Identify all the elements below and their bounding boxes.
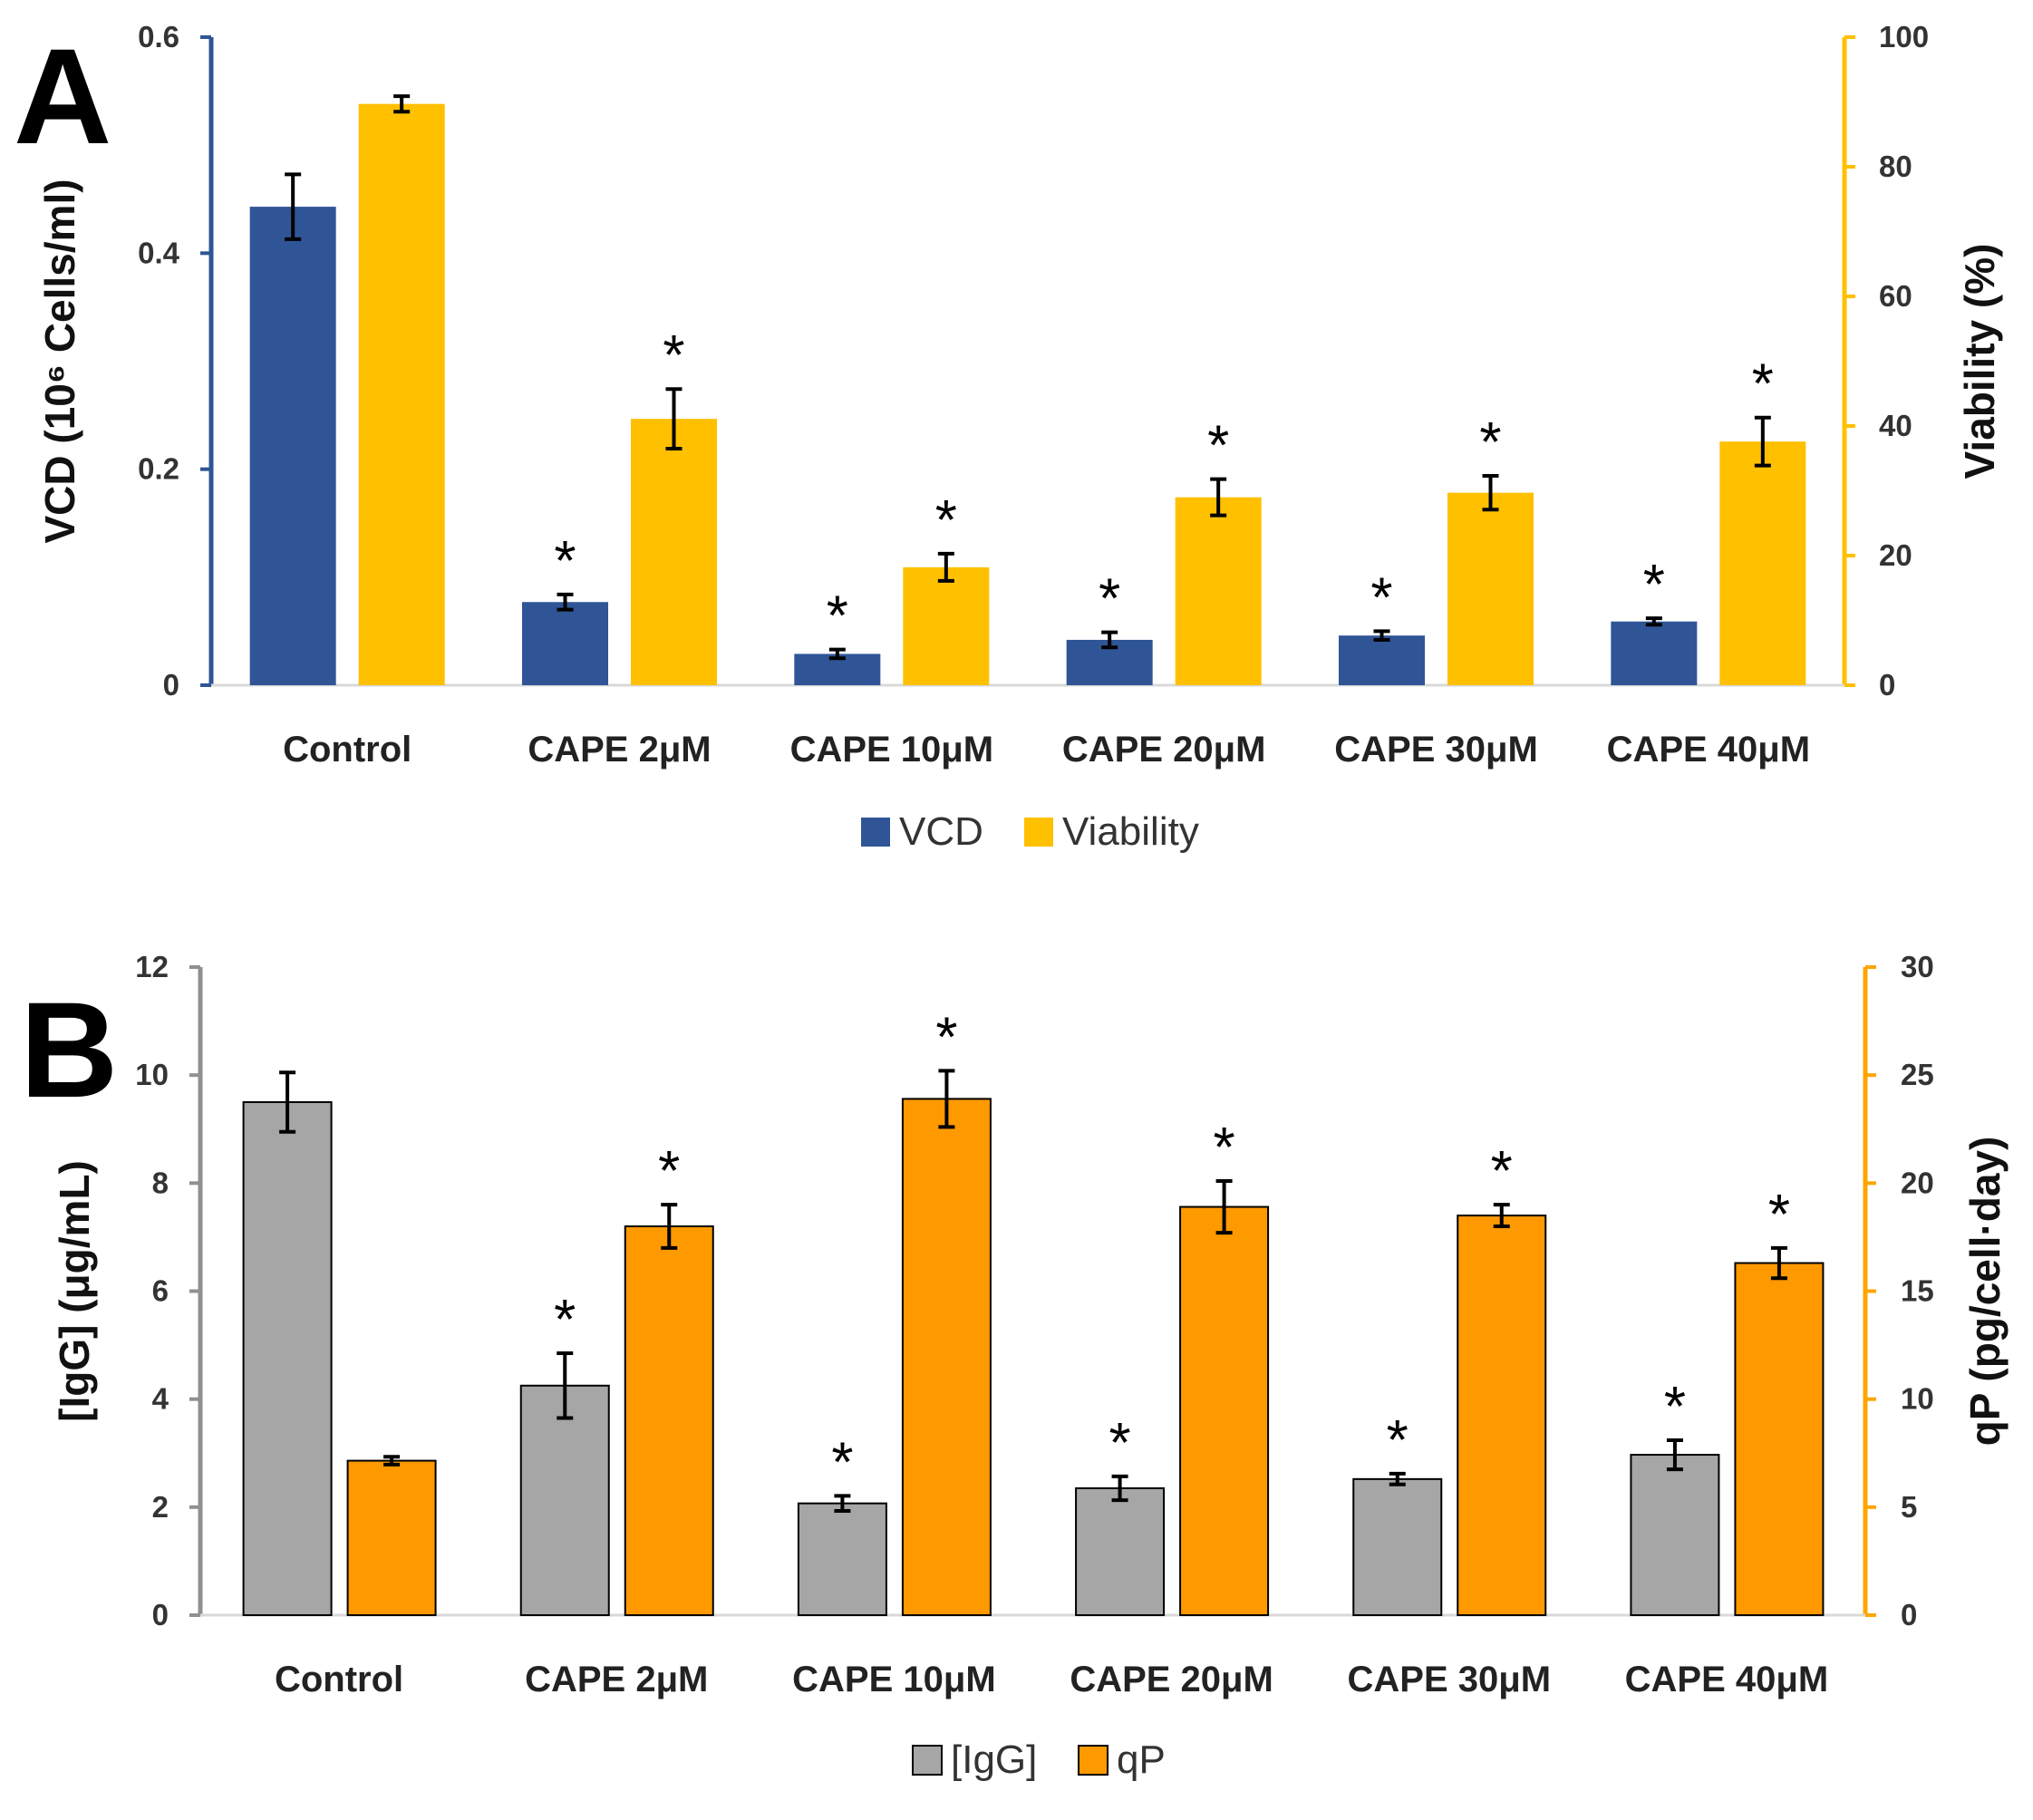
panel-a-left-tick-label: 0.4 xyxy=(138,236,180,269)
panel-a-significance-marker: * xyxy=(1479,411,1501,474)
panel-a-left-tick-label: 0.6 xyxy=(138,20,179,53)
panel-a-left-tick-label: 0 xyxy=(163,668,179,702)
panel-b-category-label: CAPE 2μM xyxy=(525,1660,708,1699)
panel-b-label: B xyxy=(20,973,118,1126)
panel-b-left-tick-label: 4 xyxy=(152,1382,169,1416)
panel-a-right-tick-label: 60 xyxy=(1879,279,1912,313)
panel-b-significance-marker: * xyxy=(1109,1412,1131,1475)
panel-a-significance-marker: * xyxy=(663,324,684,387)
panel-b-significance-marker: * xyxy=(1214,1117,1235,1179)
panel-b-legend-swatch xyxy=(1078,1745,1108,1776)
panel-a-category-label: CAPE 20μM xyxy=(1062,730,1266,770)
panel-b-legend-label: qP xyxy=(1117,1738,1166,1782)
panel-a-bar-vcd xyxy=(522,602,608,685)
panel-b-legend-label: [IgG] xyxy=(951,1738,1037,1782)
panel-b-significance-marker: * xyxy=(1768,1184,1790,1246)
panel-a-left-tick-label: 0.2 xyxy=(138,452,179,486)
panel-b-significance-marker: * xyxy=(1664,1376,1686,1438)
panel-b-bar-igg xyxy=(242,1100,333,1617)
panel-b-bar-igg xyxy=(797,1502,887,1616)
panel-b-category-label: CAPE 20μM xyxy=(1070,1660,1273,1699)
panel-a-label: A xyxy=(14,20,111,172)
panel-a-significance-marker: * xyxy=(935,489,957,552)
panel-b-bar-igg xyxy=(1075,1486,1166,1616)
panel-a-legend-swatch xyxy=(1024,818,1053,847)
panel-b-category-label: CAPE 30μM xyxy=(1347,1660,1551,1699)
panel-a-significance-marker: * xyxy=(1643,554,1665,616)
panel-a-right-tick-label: 80 xyxy=(1879,150,1912,183)
panel-b-left-tick-label: 0 xyxy=(152,1598,169,1631)
panel-b-legend-swatch xyxy=(912,1745,943,1776)
panel-a-left-axis-title: VCD (10⁶ Cells/ml) xyxy=(36,179,83,543)
panel-b-right-tick-label: 5 xyxy=(1901,1490,1917,1524)
panel-b-bar-igg xyxy=(1352,1477,1443,1616)
panel-b-significance-marker: * xyxy=(554,1289,576,1351)
panel-b-bar-qp xyxy=(346,1459,437,1617)
panel-a-right-axis-title: Viability (%) xyxy=(1956,244,2003,479)
panel-a-category-label: CAPE 10μM xyxy=(790,730,994,770)
panel-b-bar-qp xyxy=(1179,1205,1270,1617)
panel-a-significance-marker: * xyxy=(1752,353,1774,416)
panel-b-left-tick-label: 6 xyxy=(152,1274,169,1308)
panel-b-right-axis-title: qP (pg/cell·day) xyxy=(1961,1137,2009,1447)
panel-b-significance-marker: * xyxy=(1491,1140,1513,1203)
panel-a-category-label: CAPE 2μM xyxy=(528,730,711,770)
panel-b-significance-marker: * xyxy=(935,1006,957,1069)
panel-a-bar-viability xyxy=(903,566,990,685)
panel-b-bar-qp xyxy=(901,1098,992,1616)
panel-b-left-tick-label: 12 xyxy=(135,950,169,983)
panel-a-bar-viability xyxy=(1175,497,1262,685)
panel-a-significance-marker: * xyxy=(1207,415,1229,478)
panel-a-significance-marker: * xyxy=(827,586,848,648)
panel-b-significance-marker: * xyxy=(831,1431,853,1494)
panel-b-right-tick-label: 0 xyxy=(1901,1598,1917,1631)
panel-b-category-label: CAPE 40μM xyxy=(1625,1660,1829,1699)
panel-a-significance-marker: * xyxy=(1370,566,1392,629)
panel-b-left-tick-label: 10 xyxy=(135,1058,169,1091)
panel-a-right-tick-label: 20 xyxy=(1879,538,1912,572)
panel-a-category-label: CAPE 30μM xyxy=(1334,730,1538,770)
panel-a-right-tick-label: 0 xyxy=(1879,668,1895,702)
panel-a-bar-viability xyxy=(1719,441,1806,685)
panel-a-bar-viability xyxy=(1447,492,1534,685)
panel-b-left-axis-title: [IgG] (μg/mL) xyxy=(51,1160,98,1422)
panel-a-bar-vcd xyxy=(1339,635,1425,685)
panel-b-left-tick-label: 2 xyxy=(152,1490,169,1524)
panel-a-category-label: Control xyxy=(283,730,411,770)
panel-b-bar-qp xyxy=(1457,1215,1547,1617)
panel-b-significance-marker: * xyxy=(1387,1409,1409,1472)
panel-b-bar-igg xyxy=(519,1384,610,1617)
panel-a-legend-swatch xyxy=(861,818,890,847)
panel-b-significance-marker: * xyxy=(658,1140,680,1203)
panel-b-right-tick-label: 20 xyxy=(1901,1166,1934,1199)
panel-a-bar-viability xyxy=(358,103,445,685)
panel-b-right-tick-label: 30 xyxy=(1901,950,1934,983)
panel-a-bar-vcd xyxy=(1611,621,1698,685)
panel-a-right-tick-label: 100 xyxy=(1879,20,1929,53)
panel-a-legend-label: Viability xyxy=(1062,809,1199,854)
panel-a-significance-marker: * xyxy=(554,530,576,593)
panel-b-category-label: Control xyxy=(275,1660,403,1699)
panel-b-bar-qp xyxy=(624,1225,714,1616)
panel-a-bar-vcd xyxy=(249,207,336,685)
panel-b-right-tick-label: 25 xyxy=(1901,1058,1934,1091)
panel-a-legend-label: VCD xyxy=(899,809,983,854)
panel-a-right-tick-label: 40 xyxy=(1879,409,1912,442)
panel-b-right-tick-label: 10 xyxy=(1901,1382,1934,1416)
panel-b-left-tick-label: 8 xyxy=(152,1166,169,1199)
panel-b-bar-qp xyxy=(1734,1262,1825,1617)
panel-b-bar-igg xyxy=(1630,1454,1720,1616)
panel-b-right-tick-label: 15 xyxy=(1901,1274,1934,1308)
panel-a-significance-marker: * xyxy=(1099,568,1120,631)
panel-a-bar-viability xyxy=(631,419,717,685)
panel-b-category-label: CAPE 10μM xyxy=(792,1660,996,1699)
panel-a-category-label: CAPE 40μM xyxy=(1607,730,1811,770)
